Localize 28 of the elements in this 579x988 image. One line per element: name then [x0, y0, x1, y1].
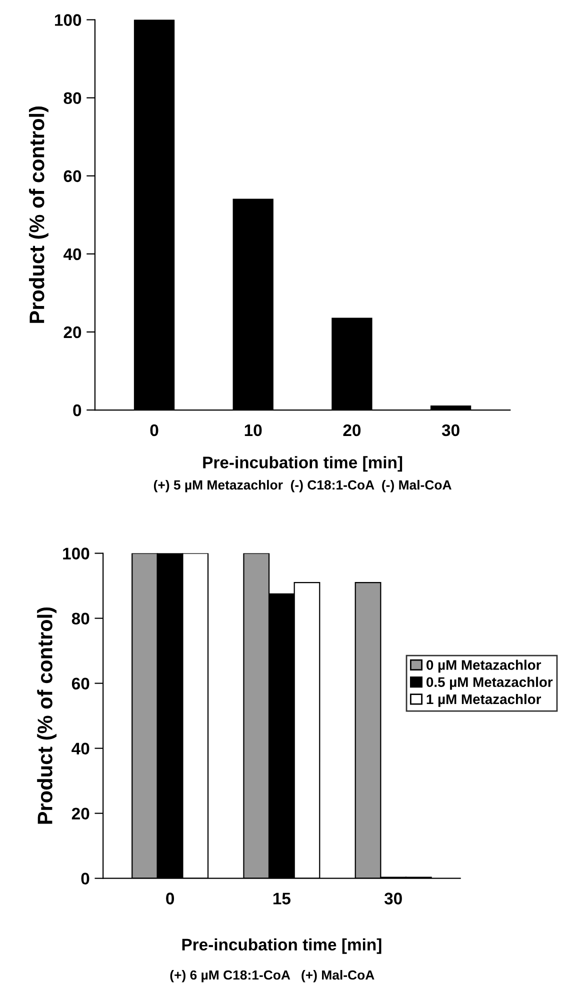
x-tick-label: 0 [166, 892, 174, 904]
x-tick-label: 0 [150, 424, 158, 436]
y-tick-label: 0 [73, 404, 82, 416]
y-tick-label: 0 [81, 872, 90, 885]
legend-label: 1 µM Metazachlor [426, 694, 542, 707]
x-axis-title: Pre-incubation time [min] [203, 456, 402, 472]
text: (+) 5 µM Metazachlor (-) C18:1-CoA (-) Mal-CoA [154, 480, 452, 492]
y-axis-title: Product (% of control) [28, 106, 48, 323]
text: (+) 6 µM C18:1-CoA (+) Mal-CoA [170, 970, 374, 982]
y-tick-label: 60 [72, 678, 90, 690]
x-tick-label: 30 [384, 892, 402, 904]
y-tick-label: 20 [64, 326, 82, 338]
legend-label: 0.5 µM Metazachlor [426, 676, 553, 690]
y-tick-label: 100 [63, 548, 90, 560]
y-tick-label: 80 [64, 92, 82, 104]
x-tick-label: 30 [442, 424, 460, 436]
y-tick-label: 60 [64, 170, 82, 182]
x-tick-label: 10 [244, 424, 262, 436]
x-tick-label: 20 [343, 424, 361, 436]
y-tick-label: 80 [72, 612, 90, 624]
x-tick-label: 15 [273, 892, 290, 904]
y-tick-label: 20 [72, 808, 90, 820]
legend-label: 0 µM Metazachlor [426, 660, 542, 673]
y-tick-label: 40 [72, 742, 90, 755]
x-axis-title: Pre-incubation time [min] [182, 938, 382, 954]
y-axis-title: Product (% of control) [37, 607, 57, 824]
y-tick-label: 100 [55, 14, 82, 26]
y-tick-label: 40 [63, 248, 82, 260]
